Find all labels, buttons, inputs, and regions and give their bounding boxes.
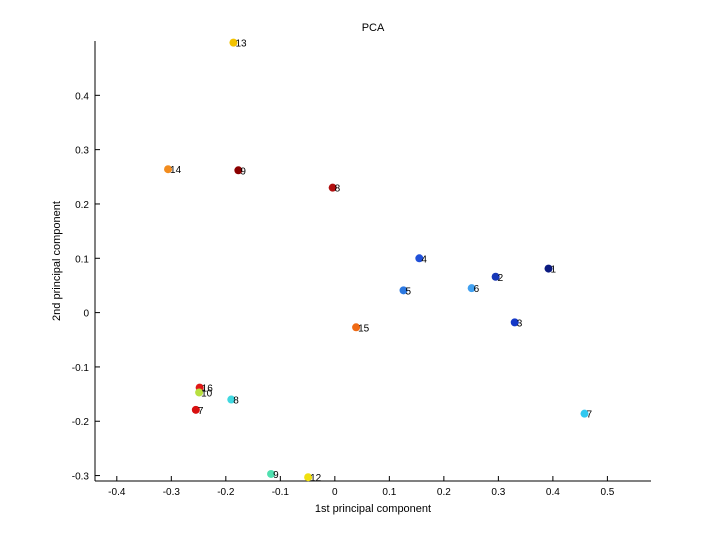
- data-point: [229, 38, 238, 47]
- data-point: [328, 183, 337, 192]
- data-point-label: 4: [421, 254, 427, 265]
- data-point: [510, 318, 519, 327]
- data-point-label: 12: [310, 473, 322, 484]
- y-tick-label: 0: [83, 309, 89, 320]
- y-tick-label: 0.1: [75, 254, 89, 265]
- x-tick-label: -0.2: [217, 487, 235, 498]
- plot-area: [94, 41, 651, 482]
- x-tick-label: 0: [332, 487, 338, 498]
- data-point-label: 5: [406, 286, 412, 297]
- y-tick-label: -0.1: [72, 363, 90, 374]
- data-point-label: 8: [233, 396, 239, 407]
- data-point-label: 3: [517, 318, 523, 329]
- data-point: [399, 286, 408, 295]
- data-point-label: 7: [198, 406, 204, 417]
- x-tick-label: 0.5: [600, 487, 614, 498]
- data-point: [195, 388, 204, 397]
- data-point: [234, 166, 243, 175]
- y-axis-ticks: -0.3 -0.2 -0.1 0 0.1 0.2 0.3 0.4: [72, 91, 100, 483]
- data-point-label: 14: [170, 165, 182, 176]
- x-tick-label: -0.1: [272, 487, 290, 498]
- data-point-label: 8: [335, 184, 341, 195]
- x-axis-label: 1st principal component: [315, 503, 431, 515]
- x-axis-ticks: -0.4 -0.3 -0.2 -0.1 0 0.1 0.2 0.3 0.4 0.5: [108, 476, 615, 498]
- x-tick-label: 0.3: [491, 487, 505, 498]
- x-tick-label: 0.4: [546, 487, 560, 498]
- data-point-label: 9: [240, 166, 246, 177]
- x-tick-label: -0.3: [163, 487, 181, 498]
- data-point: [415, 254, 424, 263]
- x-tick-label: 0.1: [382, 487, 396, 498]
- y-tick-label: -0.3: [72, 472, 90, 483]
- data-point-label: 7: [586, 410, 592, 421]
- y-axis-label: 2nd principal component: [51, 201, 63, 321]
- y-tick-label: 0.4: [75, 91, 89, 102]
- data-point: [304, 473, 313, 482]
- data-point: [191, 405, 200, 414]
- data-point: [544, 264, 553, 273]
- data-point-label: 1: [551, 265, 557, 276]
- y-tick-label: 0.2: [75, 200, 89, 211]
- data-point-label: 9: [273, 470, 279, 481]
- data-point: [267, 469, 276, 478]
- data-point: [580, 409, 589, 418]
- data-point-label: 13: [235, 39, 247, 50]
- data-point: [164, 165, 173, 174]
- data-point-label: 6: [474, 284, 480, 295]
- chart-title: PCA: [362, 22, 385, 34]
- data-point-label: 15: [358, 323, 370, 334]
- data-point-label: 2: [498, 273, 504, 284]
- x-tick-label: -0.4: [108, 487, 126, 498]
- data-point: [352, 323, 361, 332]
- data-point-label: 16: [202, 384, 214, 395]
- y-tick-label: -0.2: [72, 417, 90, 428]
- data-point: [491, 272, 500, 281]
- y-tick-label: 0.3: [75, 146, 89, 157]
- data-point-label: 10: [201, 388, 213, 399]
- data-point: [467, 284, 476, 293]
- x-tick-label: 0.2: [437, 487, 451, 498]
- data-point: [227, 395, 236, 404]
